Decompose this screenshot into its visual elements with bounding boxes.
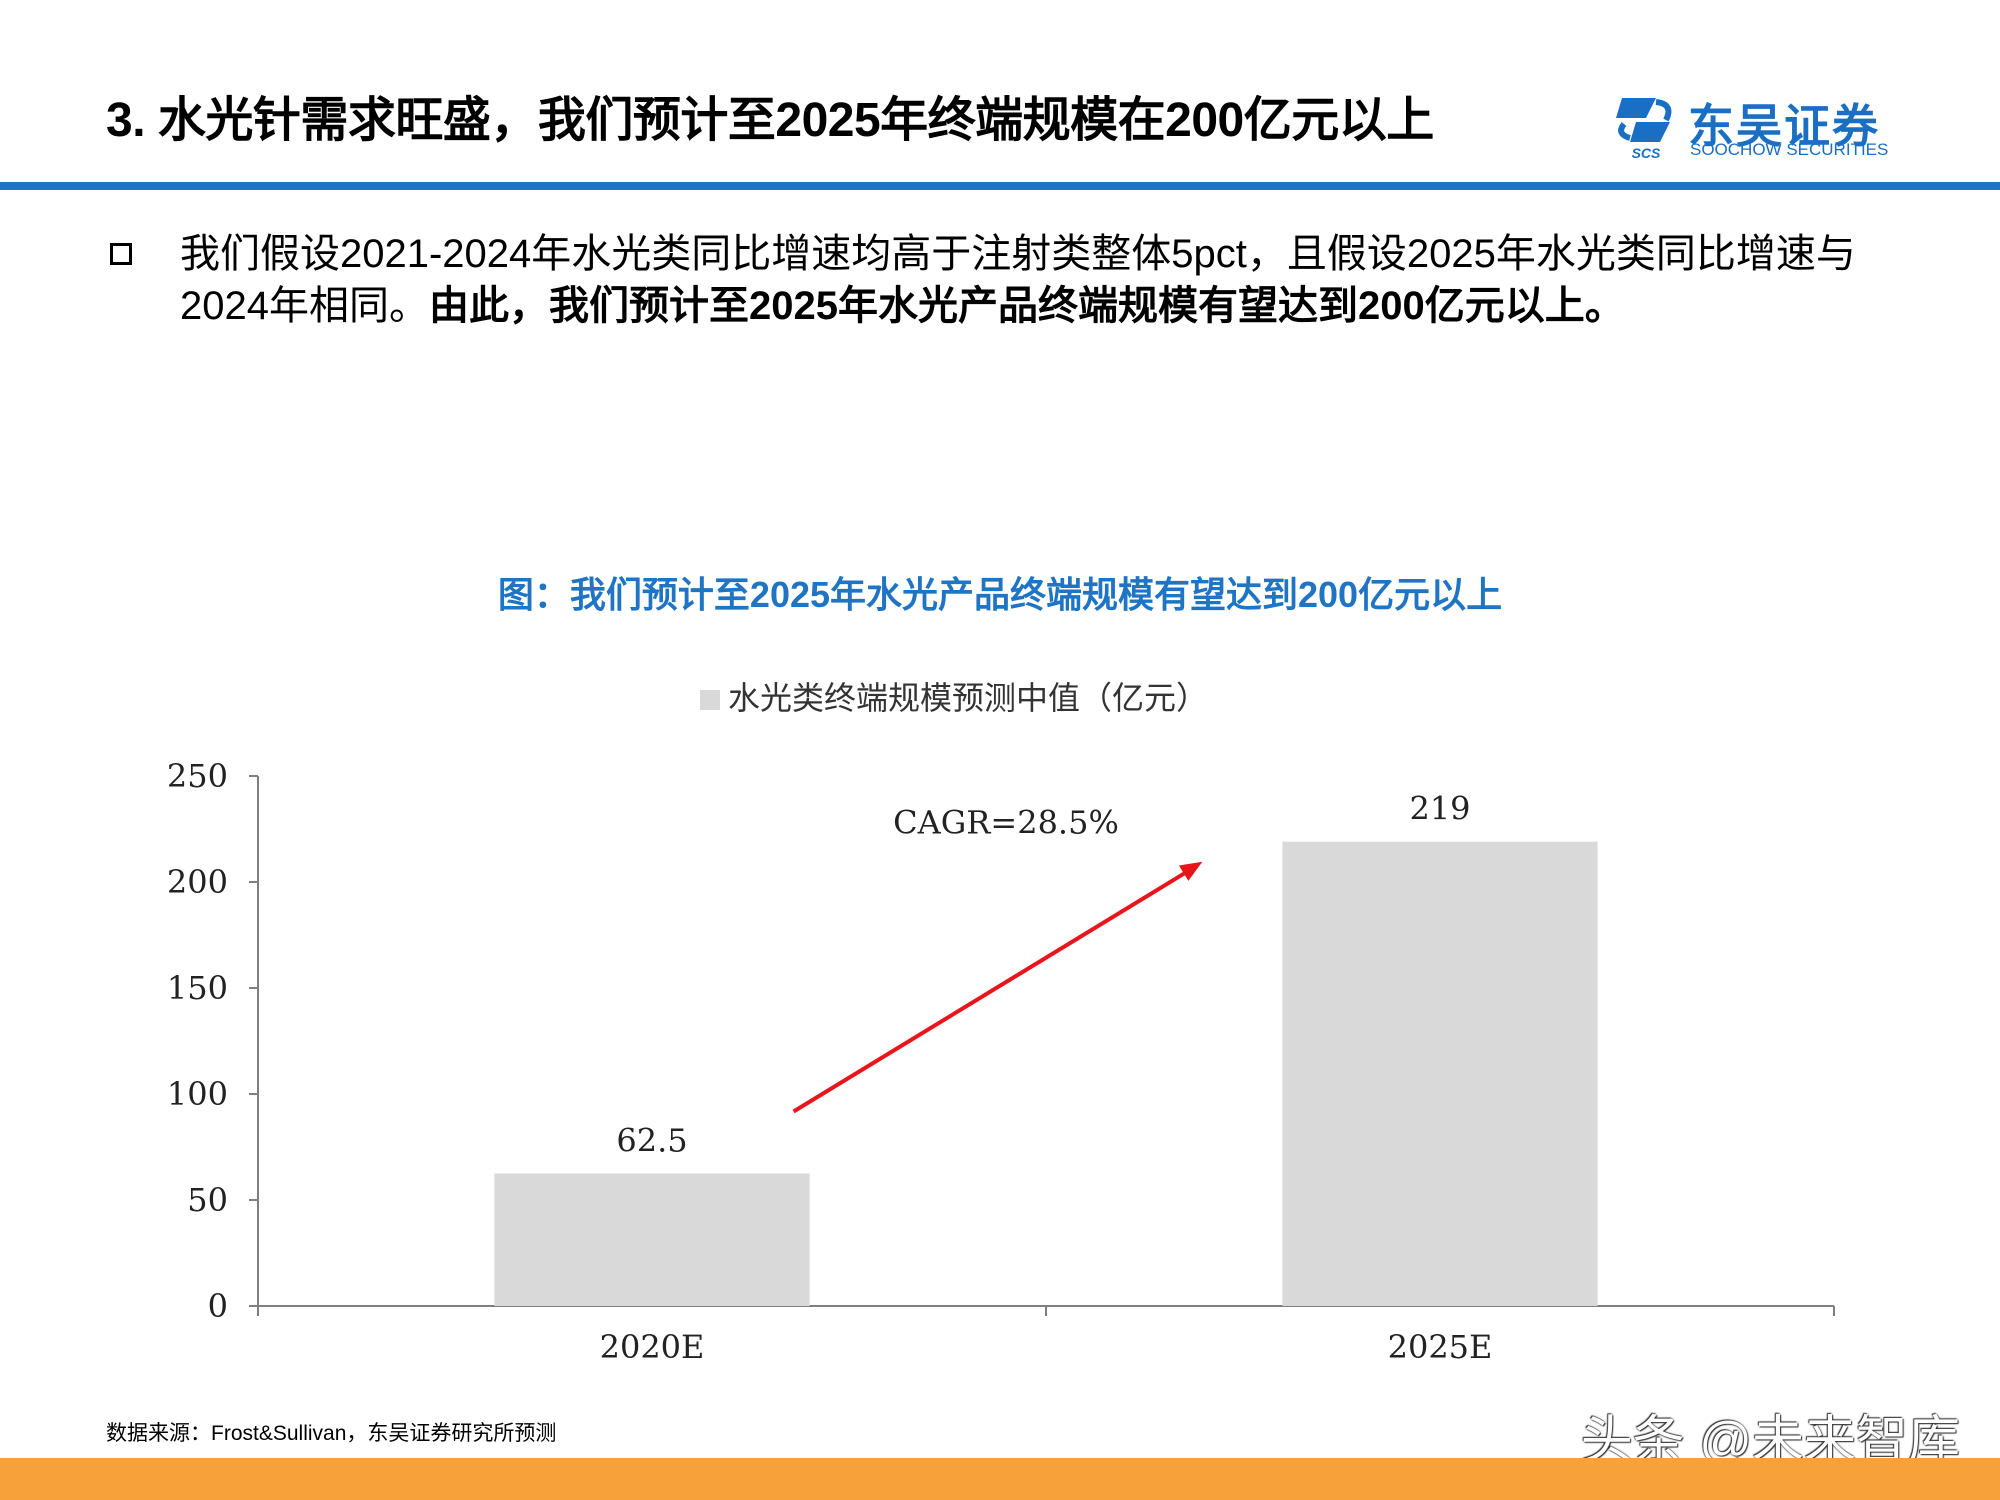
footer-bar [0,1458,2000,1500]
cagr-arrow-shaft [792,868,1192,1114]
bullet-plain-text: 我们假设2021-2024年水光类同比增速均高于注射类整体5pct，且假设202… [180,232,1856,328]
header-divider [0,182,2000,190]
slide-title: 3. 水光针需求旺盛，我们预计至2025年终端规模在200亿元以上 [106,94,1434,147]
figure-title: 图：我们预计至2025年水光产品终端规模有望达到200亿元以上 [497,574,1503,615]
y-tick-label: 200 [167,863,228,901]
y-tick-label: 150 [167,969,228,1007]
y-tick-label: 50 [187,1181,228,1219]
bullet-bold-text: 由此，我们预计至2025年水光产品终端规模有望达到200亿元以上。 [428,284,1625,328]
checkbox-bullet-icon [110,243,132,265]
legend-swatch [700,690,720,710]
y-tick-label: 250 [167,757,228,795]
cagr-arrow-head [1178,861,1203,881]
cagr-label: CAGR=28.5% [893,804,1119,842]
logo-mark-icon: SCS [1616,98,1672,160]
bar-2025E [1282,841,1598,1306]
bar-2020E [494,1173,810,1306]
logo-abbr: SCS [1632,145,1661,160]
legend-label: 水光类终端规模预测中值（亿元） [728,679,1208,717]
chart-bars [494,841,1598,1306]
cagr-annotation: CAGR=28.5% [792,804,1203,1114]
bullet-paragraph: 我们假设2021-2024年水光类同比增速均高于注射类整体5pct，且假设202… [180,228,1910,332]
x-tick-label-2025E: 2025E [1388,1328,1493,1366]
data-source-note: 数据来源：Frost&Sullivan，东吴证券研究所预测 [106,1422,557,1445]
y-tick-label: 0 [208,1287,228,1325]
data-label-2020E: 62.5 [616,1122,687,1160]
data-label-2025E: 219 [1409,790,1470,828]
chart-legend: 水光类终端规模预测中值（亿元） [700,679,1208,717]
y-tick-label: 100 [167,1075,228,1113]
company-logo: SCS 东吴证券 SOOCHOW SECURITIES [1616,88,1906,164]
logo-english-name: SOOCHOW SECURITIES [1690,140,1889,159]
bar-chart: 水光类终端规模预测中值（亿元） 0 50 100 150 200 250 62.5 2020… [167,679,1835,1366]
chart-data-labels: 62.5 2020E 219 2025E [600,790,1493,1366]
x-tick-label-2020E: 2020E [600,1328,705,1366]
logo-chinese-name: 东吴证券 [1688,100,1880,152]
